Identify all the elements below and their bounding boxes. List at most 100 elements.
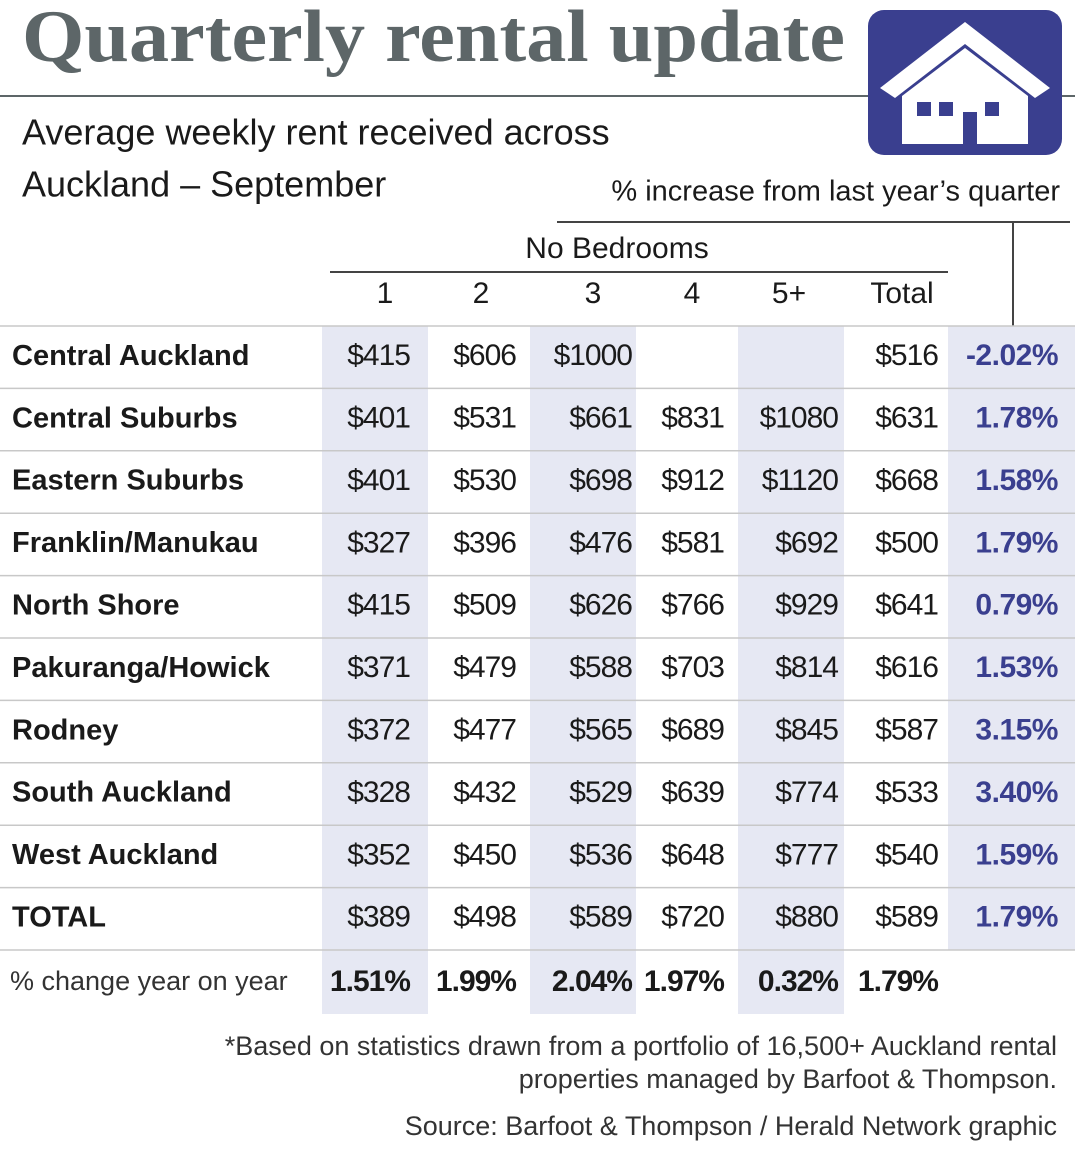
rent-value: $529 [569, 776, 632, 809]
rent-value: $641 [875, 589, 938, 622]
rent-value: $831 [661, 402, 724, 435]
pct-change: -2.02% [966, 339, 1058, 372]
rent-value: $588 [569, 651, 632, 684]
rent-value: $631 [875, 402, 938, 435]
rent-value: $668 [875, 464, 938, 497]
rent-value: $814 [775, 651, 838, 684]
change-value: 0.32% [758, 965, 838, 998]
rent-value: $639 [661, 776, 724, 809]
region: West Auckland [12, 839, 218, 871]
rent-value: $589 [875, 901, 938, 934]
rent-value: $698 [569, 464, 632, 497]
pct-change: 1.59% [975, 838, 1058, 871]
change-value: 2.04% [552, 965, 632, 998]
rent-value: $432 [453, 776, 516, 809]
rent-value: $1080 [760, 402, 839, 435]
house-icon [868, 10, 1062, 155]
column-header: Total [870, 277, 933, 310]
pct-change: 1.78% [975, 402, 1058, 435]
rent-value: $389 [347, 901, 410, 934]
rent-value: $396 [453, 526, 516, 559]
pct-change: 1.79% [975, 526, 1058, 559]
change-value: 1.97% [644, 965, 724, 998]
region: Central Auckland [12, 340, 249, 372]
rent-value: $479 [453, 651, 516, 684]
change-value: 1.51% [330, 965, 410, 998]
region: TOTAL [12, 901, 106, 933]
region: South Auckland [12, 777, 232, 809]
region: Franklin/Manukau [12, 527, 259, 559]
rent-value: $929 [775, 589, 838, 622]
rent-value: $581 [661, 526, 724, 559]
rent-value: $476 [569, 526, 632, 559]
rent-value: $589 [569, 901, 632, 934]
source: Source: Barfoot & Thompson / Herald Netw… [405, 1111, 1057, 1141]
column-header: 2 [473, 277, 490, 310]
rent-value: $661 [569, 402, 632, 435]
rent-value: $533 [875, 776, 938, 809]
region: Central Suburbs [12, 402, 238, 434]
rent-value: $328 [347, 776, 410, 809]
subtitle: Average weekly rent received across [22, 112, 610, 153]
change-label: % change year on year [10, 966, 288, 996]
change-value: 1.79% [858, 965, 938, 998]
rent-value: $648 [661, 838, 724, 871]
rent-value: $587 [875, 714, 938, 747]
change-value: 1.99% [436, 965, 516, 998]
rent-value: $401 [347, 464, 410, 497]
rent-value: $1120 [762, 464, 839, 497]
rent-value: $401 [347, 402, 410, 435]
subtitle: Auckland – September [22, 164, 386, 205]
rent-value: $477 [453, 714, 516, 747]
column-header: 4 [684, 277, 701, 310]
rent-value: $509 [453, 589, 516, 622]
pct-change: 0.79% [975, 589, 1058, 622]
rent-value: $371 [347, 651, 410, 684]
rent-value: $327 [347, 526, 410, 559]
rent-value: $565 [569, 714, 632, 747]
pct-change: 3.15% [975, 714, 1058, 747]
rent-value: $450 [453, 838, 516, 871]
rent-value: $540 [875, 838, 938, 871]
group-label: No Bedrooms [525, 232, 708, 265]
column-header: 3 [585, 277, 602, 310]
pct-change: 1.58% [975, 464, 1058, 497]
rent-value: $766 [661, 589, 724, 622]
rent-value: $536 [569, 838, 632, 871]
pct-change: 1.79% [975, 901, 1058, 934]
column-shade [738, 326, 844, 1014]
rent-value: $774 [775, 776, 838, 809]
column-header: 1 [377, 277, 394, 310]
rent-value: $720 [661, 901, 724, 934]
rent-value: $500 [875, 526, 938, 559]
footnote: *Based on statistics drawn from a portfo… [225, 1031, 1057, 1061]
rent-value: $415 [347, 589, 410, 622]
rent-value: $912 [661, 464, 724, 497]
change-note: % increase from last year’s quarter [611, 176, 1060, 208]
column-header: 5+ [772, 277, 806, 310]
rent-value: $616 [875, 651, 938, 684]
region: Eastern Suburbs [12, 465, 244, 497]
rent-value: $703 [661, 651, 724, 684]
rent-value: $689 [661, 714, 724, 747]
rent-value: $606 [453, 339, 516, 372]
column-shade [322, 326, 428, 1014]
rent-value: $372 [347, 714, 410, 747]
rent-value: $516 [875, 339, 938, 372]
rent-value: $777 [775, 838, 838, 871]
rent-value: $845 [775, 714, 838, 747]
region: Rodney [12, 714, 118, 746]
rent-value: $1000 [554, 339, 633, 372]
title: Quarterly rental update [22, 0, 845, 78]
rent-value: $692 [775, 526, 838, 559]
rent-value: $415 [347, 339, 410, 372]
rent-value: $530 [453, 464, 516, 497]
rent-value: $880 [775, 901, 838, 934]
rent-value: $352 [347, 838, 410, 871]
pct-change: 3.40% [975, 776, 1058, 809]
rent-value: $498 [453, 901, 516, 934]
column-shade [530, 326, 636, 1014]
region: Pakuranga/Howick [12, 652, 271, 684]
rent-value: $531 [453, 402, 516, 435]
